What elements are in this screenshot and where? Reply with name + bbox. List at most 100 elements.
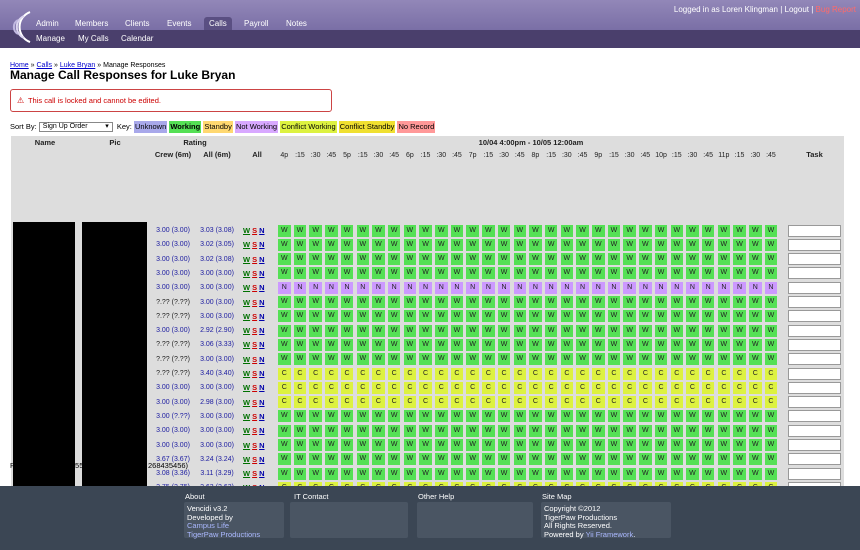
slot-cell[interactable]: W — [356, 439, 369, 451]
set-working-link[interactable]: W — [243, 426, 251, 436]
slot-cell[interactable]: W — [356, 238, 369, 251]
slot-cell[interactable]: W — [466, 424, 479, 437]
slot-cell[interactable]: C — [544, 367, 558, 380]
slot-cell[interactable]: W — [764, 267, 778, 280]
set-standby-link[interactable]: S — [252, 440, 258, 450]
slot-cell[interactable]: W — [513, 439, 526, 451]
slot-cell[interactable]: C — [482, 381, 495, 394]
slot-cell[interactable]: W — [670, 467, 683, 480]
slot-cell[interactable]: W — [497, 267, 511, 280]
slot-cell[interactable]: W — [419, 353, 432, 366]
slot-cell[interactable]: W — [309, 238, 322, 251]
slot-cell[interactable]: W — [482, 410, 495, 423]
set-not-working-link[interactable]: N — [259, 411, 265, 421]
slot-cell[interactable]: W — [701, 267, 715, 280]
slot-cell[interactable]: C — [623, 367, 636, 380]
slot-cell[interactable]: W — [576, 467, 589, 480]
slot-cell[interactable]: W — [419, 267, 432, 280]
slot-cell[interactable]: N — [340, 281, 354, 294]
slot-cell[interactable]: W — [749, 453, 762, 466]
task-input[interactable] — [788, 224, 841, 237]
slot-cell[interactable]: W — [749, 353, 762, 366]
slot-cell[interactable]: W — [654, 238, 668, 251]
slot-cell[interactable]: N — [419, 281, 432, 294]
slot-cell[interactable]: W — [482, 253, 495, 266]
slot-cell[interactable]: N — [717, 281, 731, 294]
slot-cell[interactable]: W — [544, 353, 558, 366]
slot-cell[interactable]: W — [607, 424, 621, 437]
slot-cell[interactable]: W — [749, 224, 762, 237]
set-working-link[interactable]: W — [243, 283, 251, 293]
slot-cell[interactable]: W — [309, 410, 322, 423]
slot-cell[interactable]: W — [592, 253, 605, 266]
slot-cell[interactable]: W — [466, 338, 479, 351]
set-not-working-link[interactable]: N — [259, 226, 265, 235]
set-standby-link[interactable]: S — [252, 369, 258, 378]
slot-cell[interactable]: W — [435, 238, 448, 251]
slot-cell[interactable]: W — [325, 424, 338, 437]
set-standby-link[interactable]: S — [252, 326, 258, 336]
slot-cell[interactable]: W — [654, 424, 668, 437]
slot-cell[interactable]: N — [764, 281, 778, 294]
slot-cell[interactable]: W — [497, 238, 511, 251]
slot-cell[interactable]: C — [435, 367, 448, 380]
slot-cell[interactable]: C — [733, 367, 746, 380]
slot-cell[interactable]: W — [701, 439, 715, 451]
slot-cell[interactable]: W — [529, 453, 542, 466]
slot-cell[interactable]: W — [450, 267, 464, 280]
slot-cell[interactable]: W — [701, 338, 715, 351]
subnav-my-calls[interactable]: My Calls — [78, 34, 109, 43]
slot-cell[interactable]: W — [372, 253, 385, 266]
slot-cell[interactable]: W — [466, 353, 479, 366]
slot-cell[interactable]: C — [607, 396, 621, 409]
slot-cell[interactable]: W — [435, 410, 448, 423]
slot-cell[interactable]: W — [733, 467, 746, 480]
slot-cell[interactable]: W — [293, 338, 307, 351]
slot-cell[interactable]: W — [749, 324, 762, 337]
slot-cell[interactable]: W — [513, 410, 526, 423]
slot-cell[interactable]: W — [325, 310, 338, 323]
slot-cell[interactable]: W — [513, 424, 526, 437]
slot-cell[interactable]: W — [466, 296, 479, 308]
slot-cell[interactable]: W — [670, 238, 683, 251]
slot-cell[interactable]: W — [419, 424, 432, 437]
slot-cell[interactable]: W — [670, 310, 683, 323]
slot-cell[interactable]: W — [325, 224, 338, 237]
slot-cell[interactable]: C — [733, 396, 746, 409]
slot-cell[interactable]: W — [372, 338, 385, 351]
slot-cell[interactable]: W — [466, 410, 479, 423]
slot-cell[interactable]: W — [764, 424, 778, 437]
slot-cell[interactable]: W — [356, 353, 369, 366]
slot-cell[interactable]: W — [309, 267, 322, 280]
slot-cell[interactable]: W — [435, 310, 448, 323]
slot-cell[interactable]: W — [293, 439, 307, 451]
slot-cell[interactable]: C — [466, 367, 479, 380]
slot-cell[interactable]: W — [325, 324, 338, 337]
set-working-link[interactable]: W — [243, 383, 251, 393]
slot-cell[interactable]: W — [513, 267, 526, 280]
set-working-link[interactable]: W — [243, 240, 251, 250]
slot-cell[interactable]: W — [639, 310, 652, 323]
nav-events[interactable]: Events — [167, 19, 192, 28]
slot-cell[interactable]: W — [670, 453, 683, 466]
slot-cell[interactable]: W — [592, 467, 605, 480]
slot-cell[interactable]: W — [623, 467, 636, 480]
slot-cell[interactable]: W — [717, 310, 731, 323]
slot-cell[interactable]: W — [544, 439, 558, 451]
slot-cell[interactable]: W — [623, 238, 636, 251]
slot-cell[interactable]: W — [403, 310, 417, 323]
slot-cell[interactable]: W — [497, 453, 511, 466]
slot-cell[interactable]: W — [686, 324, 699, 337]
slot-cell[interactable]: W — [387, 467, 401, 480]
slot-cell[interactable]: W — [733, 410, 746, 423]
yii-link[interactable]: Yii Framework — [585, 529, 634, 539]
task-input[interactable] — [788, 453, 841, 466]
slot-cell[interactable]: C — [435, 396, 448, 409]
slot-cell[interactable]: W — [529, 410, 542, 423]
slot-cell[interactable]: W — [293, 238, 307, 251]
slot-cell[interactable]: W — [403, 324, 417, 337]
set-working-link[interactable]: W — [243, 397, 251, 407]
slot-cell[interactable]: W — [670, 224, 683, 237]
slot-cell[interactable]: C — [450, 367, 464, 380]
task-input[interactable] — [788, 396, 841, 409]
